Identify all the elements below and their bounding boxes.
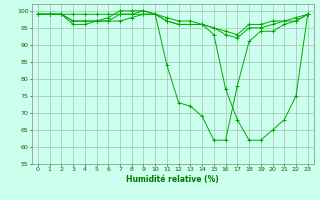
X-axis label: Humidité relative (%): Humidité relative (%) bbox=[126, 175, 219, 184]
